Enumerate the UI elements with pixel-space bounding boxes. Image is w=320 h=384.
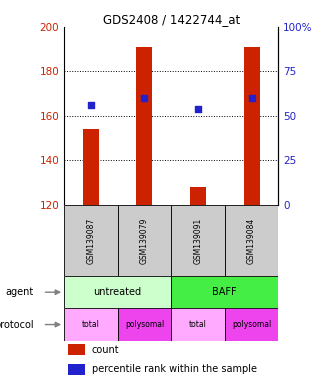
Text: total: total <box>189 320 207 329</box>
Text: GSM139091: GSM139091 <box>194 217 203 263</box>
Point <box>88 102 93 108</box>
Bar <box>64 308 118 341</box>
Title: GDS2408 / 1422744_at: GDS2408 / 1422744_at <box>103 13 240 26</box>
Text: GSM139079: GSM139079 <box>140 217 149 263</box>
Bar <box>225 205 278 276</box>
Bar <box>171 308 225 341</box>
Bar <box>190 187 206 205</box>
Text: polysomal: polysomal <box>125 320 164 329</box>
Text: protocol: protocol <box>0 319 34 329</box>
Text: agent: agent <box>6 287 34 297</box>
Bar <box>118 205 171 276</box>
Bar <box>118 308 171 341</box>
Text: BAFF: BAFF <box>212 287 237 297</box>
Text: untreated: untreated <box>93 287 142 297</box>
Bar <box>68 364 85 374</box>
Text: percentile rank within the sample: percentile rank within the sample <box>92 364 257 374</box>
Point <box>142 95 147 101</box>
Bar <box>83 129 99 205</box>
Bar <box>171 205 225 276</box>
Text: polysomal: polysomal <box>232 320 271 329</box>
Bar <box>64 276 171 308</box>
Bar <box>244 47 260 205</box>
Text: count: count <box>92 344 119 355</box>
Bar <box>136 47 152 205</box>
Bar <box>225 308 278 341</box>
Point <box>196 106 201 112</box>
Point <box>249 95 254 101</box>
Bar <box>171 276 278 308</box>
Text: GSM139084: GSM139084 <box>247 217 256 263</box>
Bar <box>64 205 118 276</box>
Text: GSM139087: GSM139087 <box>86 217 95 263</box>
Bar <box>68 344 85 355</box>
Text: total: total <box>82 320 100 329</box>
